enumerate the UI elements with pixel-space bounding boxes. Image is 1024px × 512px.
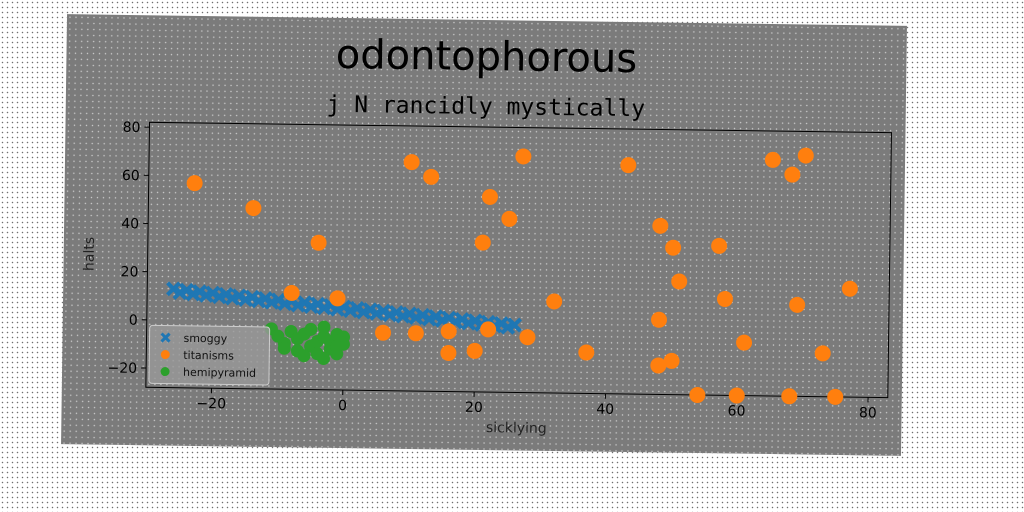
- x-tick-label: 40: [596, 402, 614, 418]
- data-point-titanisms: [789, 297, 805, 313]
- data-point-titanisms: [284, 285, 300, 301]
- x-tick-label: 0: [338, 398, 347, 414]
- data-point-titanisms: [717, 291, 733, 307]
- data-point-titanisms: [440, 345, 456, 361]
- data-point-titanisms: [423, 169, 439, 185]
- data-point-titanisms: [441, 323, 457, 339]
- legend-label-titanisms: titanisms: [183, 349, 234, 363]
- data-point-titanisms: [729, 387, 745, 403]
- data-point-titanisms: [798, 147, 814, 163]
- data-point-titanisms: [467, 343, 483, 359]
- x-tick-label: 20: [465, 400, 483, 416]
- data-point-titanisms: [519, 329, 535, 345]
- y-tick-label: 20: [121, 264, 139, 280]
- data-point-titanisms: [842, 281, 858, 297]
- legend-label-smoggy: smoggy: [183, 332, 227, 346]
- data-point-titanisms: [546, 293, 562, 309]
- data-point-titanisms: [620, 157, 636, 173]
- y-tick-label: 80: [123, 120, 141, 136]
- y-tick-label: 40: [121, 216, 139, 232]
- y-axis-label: halts: [81, 237, 97, 271]
- data-point-titanisms: [501, 211, 517, 227]
- data-point-titanisms: [652, 218, 668, 234]
- data-point-titanisms: [475, 235, 491, 251]
- x-tick-label: 80: [859, 405, 877, 421]
- data-point-hemipyramid: [317, 321, 330, 334]
- x-axis-label: sicklying: [486, 420, 547, 437]
- chart-figure: odontophorous j N rancidly mystically −2…: [61, 14, 907, 456]
- scatter-plot: −20 0 20 40 60 80 −20 0 20 40 60 80 sicklying halts sm…: [61, 14, 907, 456]
- data-point-titanisms: [187, 175, 203, 191]
- legend-label-hemipyramid: hemipyramid: [183, 366, 256, 380]
- data-point-titanisms: [815, 345, 831, 361]
- data-point-titanisms: [711, 238, 727, 254]
- data-point-titanisms: [515, 148, 531, 164]
- data-point-titanisms: [781, 388, 797, 404]
- x-tick-label: 60: [728, 403, 746, 419]
- data-point-titanisms: [245, 200, 261, 216]
- data-point-titanisms: [784, 167, 800, 183]
- data-point-titanisms: [578, 344, 594, 360]
- data-point-titanisms: [765, 152, 781, 168]
- data-point-titanisms: [375, 325, 391, 341]
- data-point-titanisms: [665, 240, 681, 256]
- data-point-titanisms: [689, 387, 705, 403]
- data-point-titanisms: [408, 325, 424, 341]
- data-point-titanisms: [482, 189, 498, 205]
- y-tick-label: −20: [107, 360, 137, 376]
- y-tick-label: 60: [122, 168, 140, 184]
- data-point-titanisms: [736, 335, 752, 351]
- y-tick-label: 0: [129, 313, 138, 329]
- data-point-titanisms: [827, 389, 843, 405]
- data-point-titanisms: [671, 273, 687, 289]
- data-point-titanisms: [310, 235, 326, 251]
- data-point-titanisms: [651, 312, 667, 328]
- x-tick-label: −20: [196, 396, 226, 412]
- data-point-titanisms: [404, 154, 420, 170]
